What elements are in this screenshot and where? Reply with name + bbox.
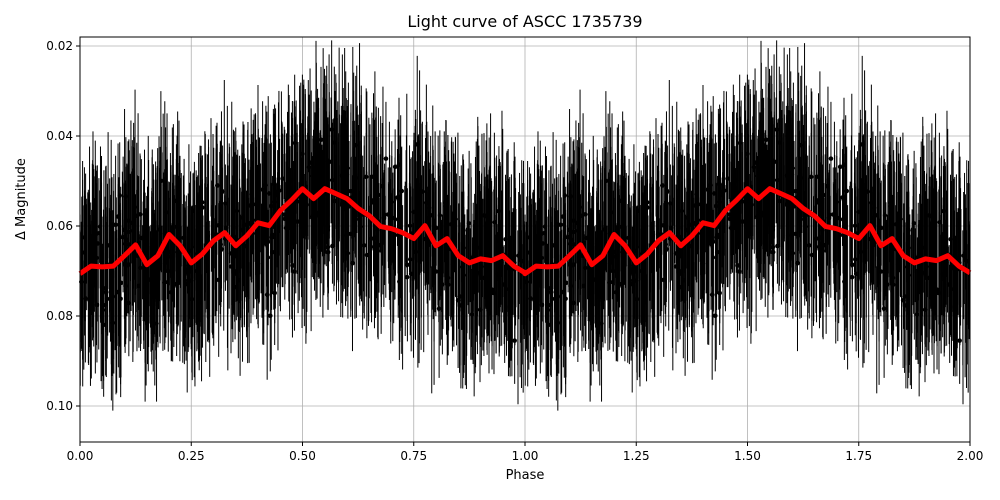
svg-text:0.08: 0.08 [46, 309, 73, 323]
y-axis-label: Δ Magnitude [14, 158, 29, 240]
svg-text:1.25: 1.25 [623, 449, 650, 463]
x-axis-label: Phase [505, 468, 545, 483]
svg-text:1.50: 1.50 [734, 449, 761, 463]
svg-text:0.10: 0.10 [46, 399, 73, 413]
model-curve [78, 186, 972, 277]
svg-text:0.50: 0.50 [289, 449, 316, 463]
x-axis-ticks: 0.00 0.25 0.50 0.75 1.00 1.25 1.50 1.75 2.00 [67, 442, 984, 463]
svg-text:0.00: 0.00 [67, 449, 94, 463]
svg-text:0.04: 0.04 [46, 129, 73, 143]
svg-text:2.00: 2.00 [957, 449, 984, 463]
svg-text:0.06: 0.06 [46, 219, 73, 233]
y-axis-ticks: 0.02 0.04 0.06 0.08 0.10 [46, 39, 80, 413]
svg-text:0.25: 0.25 [178, 449, 205, 463]
svg-text:0.75: 0.75 [400, 449, 427, 463]
data-points [79, 40, 971, 411]
chart-title: Light curve of ASCC 1735739 [407, 12, 643, 31]
svg-text:1.00: 1.00 [512, 449, 539, 463]
svg-text:1.75: 1.75 [845, 449, 872, 463]
svg-text:0.02: 0.02 [46, 39, 73, 53]
